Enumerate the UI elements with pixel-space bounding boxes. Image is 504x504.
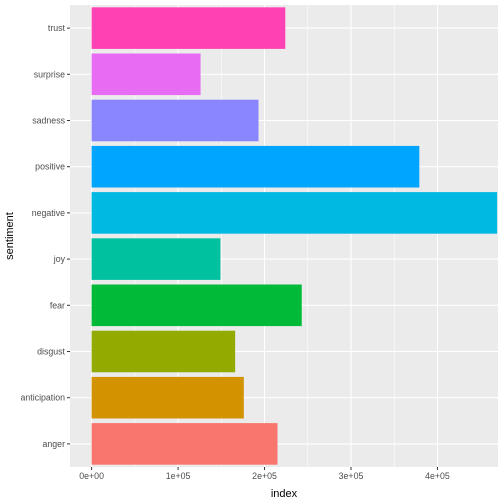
x-tick-label: 2e+05 <box>252 471 277 481</box>
bar-trust <box>91 7 286 49</box>
bar-positive <box>91 145 420 188</box>
y-tick-label-sadness: sadness <box>32 116 65 126</box>
x-tick-label: 1e+05 <box>166 471 191 481</box>
bar-anticipation <box>91 376 244 419</box>
bar-anger <box>91 423 278 465</box>
bar-disgust <box>91 330 236 373</box>
x-tick-label: 4e+05 <box>425 471 450 481</box>
bar-joy <box>91 238 221 280</box>
x-tick-label: 0e+00 <box>79 471 104 481</box>
bar-negative <box>91 192 498 234</box>
y-tick-label-trust: trust <box>48 23 66 33</box>
y-tick-label-disgust: disgust <box>37 347 65 357</box>
y-tick-label-joy: joy <box>53 254 66 264</box>
bar-surprise <box>91 53 201 96</box>
y-tick-label-positive: positive <box>35 162 65 172</box>
bars <box>91 7 498 465</box>
x-axis-title: index <box>271 488 298 500</box>
y-axis-title: sentiment <box>4 212 16 260</box>
bar-sadness <box>91 99 259 142</box>
y-tick-label-negative: negative <box>32 208 65 218</box>
y-tick-label-fear: fear <box>50 300 65 310</box>
bar-fear <box>91 284 302 327</box>
y-tick-label-surprise: surprise <box>34 69 65 79</box>
y-axis: anger anticipation disgust fear joy negative p… <box>20 23 70 449</box>
x-axis: 0e+00 1e+05 2e+05 3e+05 4e+05 <box>79 467 450 481</box>
y-tick-label-anger: anger <box>43 439 66 449</box>
x-tick-label: 3e+05 <box>339 471 364 481</box>
y-tick-label-anticipation: anticipation <box>20 393 65 403</box>
